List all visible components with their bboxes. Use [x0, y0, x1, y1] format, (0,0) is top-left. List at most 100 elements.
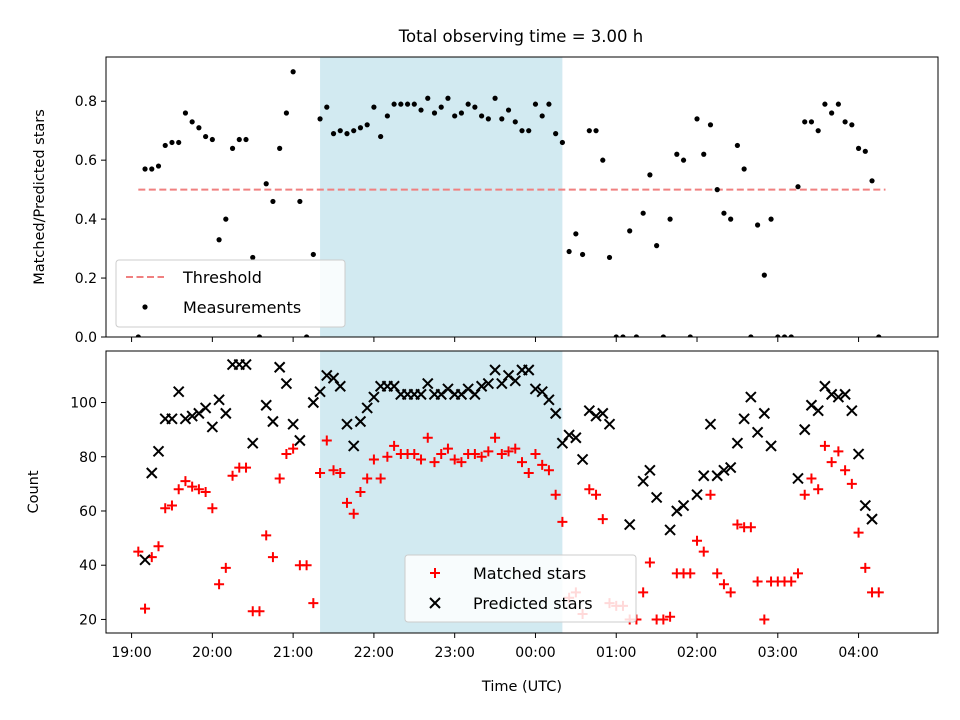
legend-box — [404, 554, 637, 623]
axes-frame — [105, 350, 939, 634]
measurement-point — [472, 104, 478, 110]
measurement-point — [492, 95, 498, 101]
matched-stars-point — [267, 552, 278, 563]
predicted-stars-point — [650, 491, 663, 504]
measurement-point — [781, 334, 788, 337]
predicted-stars-point — [307, 396, 320, 409]
y-tick-label: 0.4 — [75, 212, 97, 228]
x-axis-label: Time (UTC) — [481, 679, 562, 695]
chart-title: Total observing time = 3.00 h — [398, 27, 643, 46]
matched-stars-point — [469, 449, 480, 460]
measurement-point — [290, 69, 296, 75]
predicted-stars-point — [637, 475, 649, 487]
matched-stars-point — [483, 446, 494, 457]
predicted-stars-point — [859, 499, 872, 512]
matched-stars-point — [597, 514, 608, 525]
y-tick-label: 80 — [79, 450, 97, 466]
measurement-point — [539, 113, 545, 119]
measurement-point — [593, 128, 599, 134]
predicted-stars-point — [846, 404, 858, 417]
predicted-stars-point — [294, 434, 306, 447]
matched-stars-point — [543, 465, 554, 476]
measurement-point — [694, 116, 700, 122]
matched-stars-point — [698, 546, 709, 557]
measurement-point — [404, 101, 411, 107]
measurement-point — [189, 119, 195, 125]
measurement-point — [270, 198, 276, 205]
matched-stars-point — [725, 587, 736, 598]
matched-stars-point — [389, 440, 400, 451]
measurement-point — [707, 122, 714, 128]
measurement-point — [775, 334, 781, 337]
matched-stars-point — [833, 446, 844, 457]
predicted-stars-point — [489, 364, 501, 376]
measurement-point — [734, 142, 741, 149]
measurement-point — [761, 272, 767, 278]
predicted-stars-point — [348, 440, 360, 452]
matched-stars-point — [368, 454, 379, 465]
predicted-stars-point — [597, 407, 609, 420]
matched-stars-point — [503, 446, 514, 457]
matched-stars-point — [416, 454, 427, 465]
measurement-point — [330, 131, 337, 137]
measurement-point — [142, 166, 148, 172]
predicted-stars-point — [482, 377, 495, 390]
measurement-point — [842, 119, 848, 125]
matched-stars-point — [705, 489, 716, 500]
measurement-point — [149, 166, 155, 172]
matched-stars-point — [315, 468, 326, 479]
matched-stars-point — [301, 560, 312, 571]
count-panel: 20 40 60 80 100 19:00 20:00 21:00 22:00 23:00 00:0… — [26, 350, 939, 695]
x-tick-label: 23:00 — [435, 645, 475, 661]
matched-stars-point — [826, 457, 837, 468]
matched-stars-point — [308, 598, 319, 609]
predicted-stars-point — [509, 375, 521, 387]
legend-threshold-label: Threshold — [182, 268, 262, 287]
measurement-point — [445, 95, 451, 101]
predicted-stars-point — [832, 391, 845, 403]
matched-stars-point — [860, 562, 871, 573]
measurement-point — [176, 139, 182, 146]
matched-stars-point — [355, 487, 366, 497]
measurement-point — [465, 101, 471, 107]
measurement-point — [728, 216, 734, 222]
data-layer — [133, 358, 884, 625]
data-layer — [135, 69, 882, 337]
measurement-point — [317, 116, 323, 122]
predicted-stars-point — [724, 461, 737, 474]
predicted-stars-point — [718, 464, 730, 477]
matched-stars-point — [341, 497, 352, 508]
measurement-point — [364, 122, 370, 128]
matched-stars-point — [840, 465, 851, 476]
matched-stars-point — [685, 568, 696, 579]
x-tick-label: 21:00 — [273, 645, 313, 661]
measurement-point — [519, 128, 525, 134]
matched-stars-point — [362, 473, 373, 484]
matched-stars-point — [220, 562, 231, 573]
measurement-point — [223, 216, 229, 222]
predicted-stars-point — [691, 489, 703, 501]
measurement-point — [835, 101, 841, 107]
measurement-point — [802, 119, 808, 125]
measurement-point — [250, 254, 256, 261]
measurement-point — [869, 178, 875, 184]
measurement-point — [754, 222, 761, 228]
matched-stars-point — [712, 568, 723, 579]
measurement-point — [431, 110, 438, 116]
measurement-point — [398, 101, 404, 107]
predicted-stars-point — [792, 472, 804, 485]
matched-stars-point — [792, 568, 803, 579]
ratio-panel: 0.0 0.2 0.4 0.6 0.8 Matched/Predicted stars Th… — [32, 56, 939, 346]
matched-stars-point — [658, 614, 669, 625]
x-tick-label: 01:00 — [596, 645, 636, 661]
measurement-point — [654, 243, 660, 249]
y-tick-label: 100 — [70, 396, 97, 412]
matched-stars-point — [786, 576, 797, 587]
matched-stars-point — [759, 614, 770, 625]
measurement-point — [876, 334, 882, 337]
y-tick-label: 20 — [79, 612, 97, 628]
measurement-point — [479, 113, 485, 119]
predicted-stars-point — [738, 413, 750, 425]
measurement-point — [458, 110, 465, 116]
